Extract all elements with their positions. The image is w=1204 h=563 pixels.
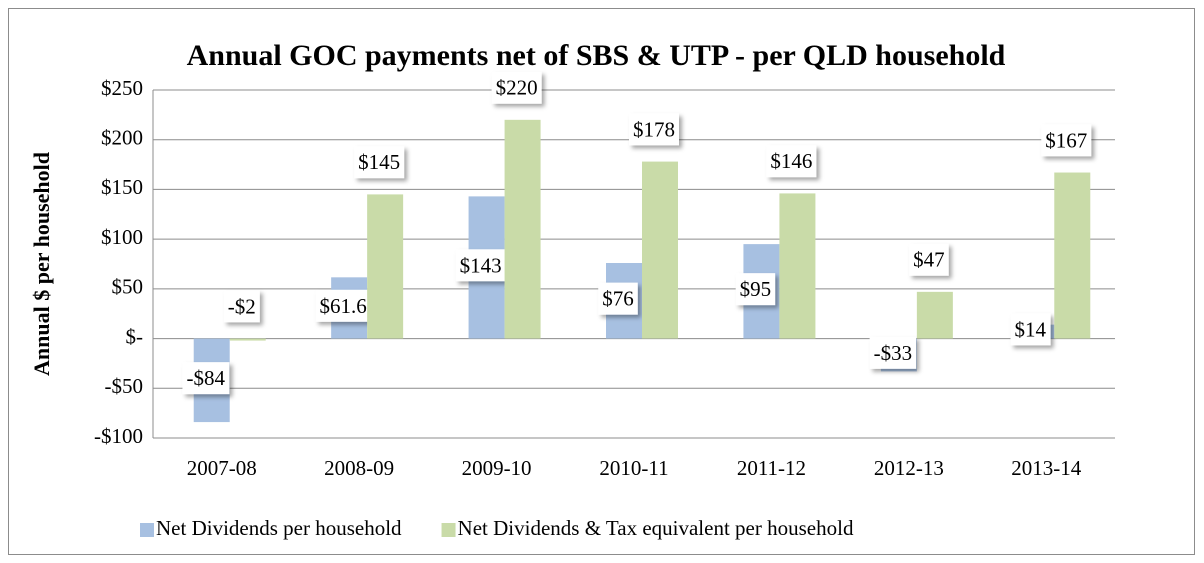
data-label-box [869,336,917,369]
data-label-box [491,71,542,104]
legend-swatch [140,523,154,537]
bar [642,161,678,339]
data-label-box [1041,124,1092,157]
data-label: $61.6 [315,289,371,322]
data-label-box [455,249,506,282]
chart-border [8,8,1195,555]
x-tick-label: 2010-11 [599,456,668,480]
y-axis-title: Annual $ per household [29,152,54,376]
y-tick-label: $200 [101,126,143,150]
data-label: $178 [629,113,679,146]
data-label-box [598,282,638,315]
bar [504,119,541,339]
data-label: $167 [1041,124,1092,157]
y-tick-label: -$100 [94,424,143,448]
data-label-text: $145 [358,150,400,174]
data-label: -$84 [182,362,230,395]
data-label-text: -$33 [874,341,913,365]
data-label-box [629,113,679,146]
legend-label: Net Dividends & Tax equivalent per house… [458,516,854,540]
data-label: $47 [909,243,949,276]
x-tick-label: 2009-10 [462,456,532,480]
data-label-box [182,362,230,395]
x-tick-label: 2012-13 [874,456,944,480]
data-label: $95 [735,273,776,306]
bar [779,193,816,339]
x-tick-label: 2008-09 [324,456,394,480]
data-label: $220 [491,71,542,104]
x-tick-label: 2007-08 [187,456,257,480]
legend-label: Net Dividends per household [156,516,402,540]
y-tick-label: -$50 [105,374,144,398]
bar [367,194,404,339]
data-label-text: -$84 [186,366,225,390]
bar [229,338,266,341]
data-label-box [766,145,817,178]
data-label-text: $95 [740,277,772,301]
data-label-text: $76 [602,287,634,311]
data-label-text: $178 [633,117,675,141]
data-label: $76 [598,282,638,315]
data-label-text: $61.6 [320,294,367,318]
chart-title: Annual GOC payments net of SBS & UTP - p… [187,39,1006,72]
data-label-text: $220 [496,76,538,100]
data-label-text: -$2 [228,294,256,318]
data-label-box [315,289,371,322]
data-label: $145 [354,146,405,179]
data-label-box [909,243,949,276]
data-label: $143 [455,249,506,282]
x-tick-label: 2013-14 [1011,456,1081,480]
data-label-text: $146 [770,149,812,173]
data-label-text: $167 [1045,128,1087,152]
legend-swatch [441,523,456,537]
x-tick-label: 2011-12 [737,456,806,480]
bar [916,291,953,339]
y-tick-label: $150 [101,175,143,199]
data-label: -$33 [869,336,917,369]
y-tick-label: $50 [112,275,144,299]
y-tick-label: $250 [101,76,143,100]
bar [1054,172,1091,339]
y-tick-label: $- [126,324,144,348]
data-label-text: $47 [913,248,945,272]
data-label-text: $14 [1015,317,1047,341]
y-tick-label: $100 [101,225,143,249]
data-label: -$2 [223,290,260,323]
data-label-box [1010,313,1051,346]
data-label: $14 [1010,313,1051,346]
data-label-box [223,290,260,323]
data-label-box [354,146,405,179]
data-label: $146 [766,145,817,178]
data-label-box [735,273,776,306]
data-label-text: $143 [460,253,502,277]
